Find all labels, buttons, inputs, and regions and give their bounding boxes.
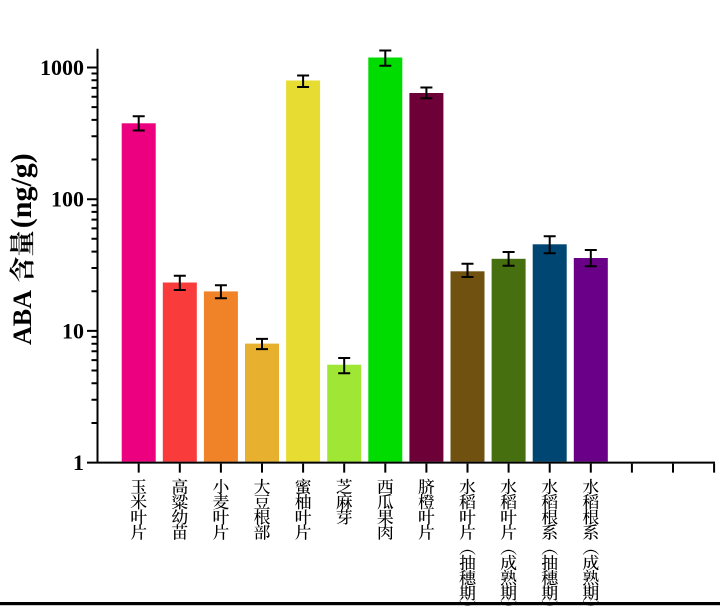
svg-text:100: 100 xyxy=(51,187,84,212)
svg-text:(ng/g): (ng/g) xyxy=(5,153,38,228)
svg-text:10: 10 xyxy=(62,318,84,343)
svg-text:1: 1 xyxy=(73,450,84,475)
svg-text:ABA: ABA xyxy=(8,290,37,345)
svg-text:1000: 1000 xyxy=(40,55,84,80)
